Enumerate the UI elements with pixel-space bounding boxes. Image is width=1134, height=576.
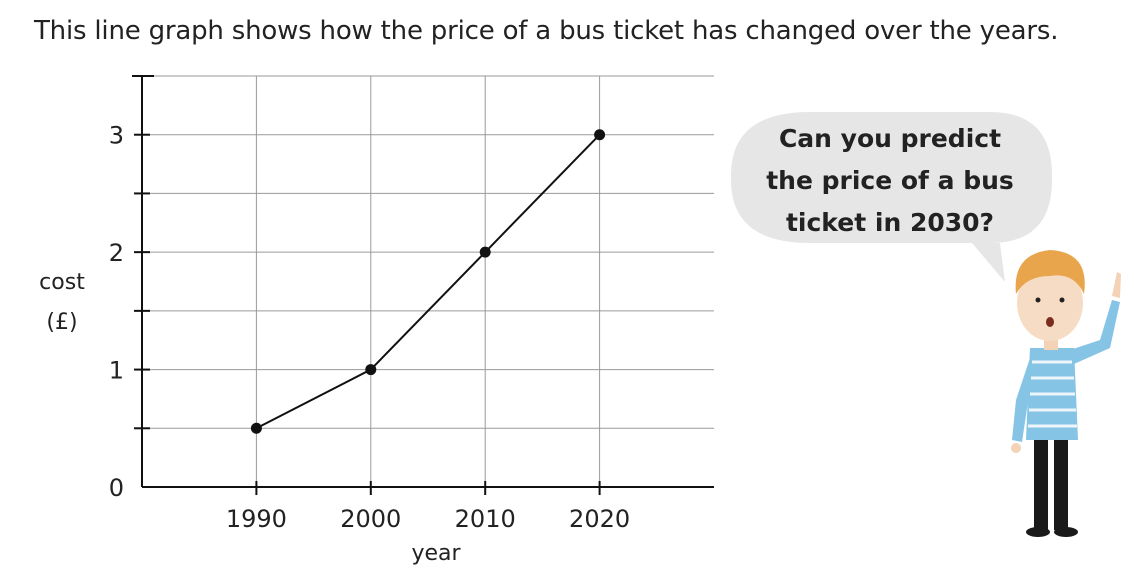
y-tick-label-3: 3 (109, 122, 124, 150)
y-tick-label-0: 0 (109, 474, 124, 502)
chart-axes (132, 75, 714, 495)
y-tick-label-1: 1 (109, 357, 124, 385)
bubble-line-3: ticket in 2030? (786, 208, 994, 237)
x-tick-label-2010: 2010 (455, 505, 516, 533)
left-arm (1012, 352, 1032, 442)
y-axis-label-line-1: cost (39, 270, 85, 295)
boy-character (1011, 250, 1121, 537)
left-hand (1011, 443, 1021, 453)
mouth (1046, 317, 1054, 327)
data-point-2010 (479, 246, 491, 258)
data-point-2000 (365, 364, 377, 376)
hair (1015, 250, 1085, 294)
pointing-hand (1112, 272, 1121, 298)
left-eye (1035, 297, 1041, 303)
y-axis-label-line-2: (£) (46, 310, 77, 335)
chart-labels: 0 1 2 3 1990 2000 2010 2020 year cost (£… (39, 122, 630, 566)
intro-text: This line graph shows how the price of a… (34, 16, 1059, 46)
right-arm (1070, 300, 1120, 364)
series-bus-ticket-price (250, 129, 606, 434)
bubble-line-1: Can you predict (779, 124, 1001, 153)
right-eye (1059, 297, 1065, 303)
right-shoe (1054, 527, 1078, 537)
x-tick-label-1990: 1990 (226, 505, 287, 533)
chart-grid (142, 75, 714, 487)
y-tick-label-2: 2 (109, 239, 124, 267)
bubble-line-2: the price of a bus (766, 166, 1014, 195)
head (1017, 265, 1083, 341)
left-shoe (1026, 527, 1050, 537)
speech-bubble-shape (731, 112, 1052, 282)
x-tick-label-2000: 2000 (340, 505, 401, 533)
data-point-1990 (250, 422, 262, 434)
data-point-2020 (594, 129, 606, 141)
x-tick-label-2020: 2020 (569, 505, 630, 533)
x-axis-label: year (411, 541, 461, 566)
speech-bubble: Can you predict the price of a bus ticke… (731, 112, 1052, 282)
right-leg (1054, 432, 1068, 530)
series-line (255, 134, 601, 430)
left-leg (1034, 432, 1048, 530)
